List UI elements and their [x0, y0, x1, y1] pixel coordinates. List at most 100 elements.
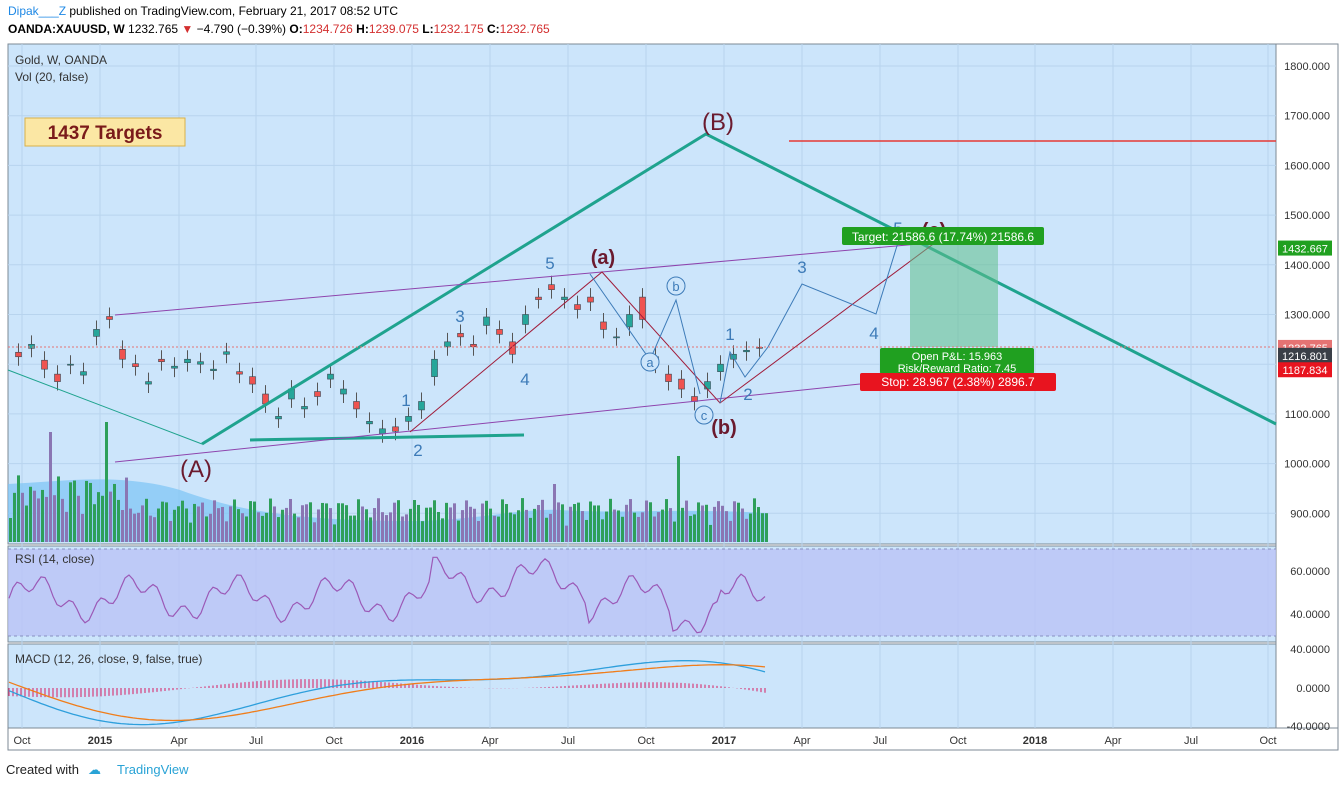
price-badge-text: 1187.834	[1282, 365, 1327, 377]
close-label: C:	[486, 22, 500, 36]
candle-body	[535, 296, 542, 300]
volume-bar	[713, 506, 716, 542]
volume-bar	[405, 514, 408, 542]
volume-bar	[129, 508, 132, 542]
volume-bar	[529, 517, 532, 542]
high-label: H:	[356, 22, 369, 36]
target-text: Target: 21586.6 (17.74%) 21586.6	[852, 230, 1034, 244]
volume-bar	[297, 517, 300, 542]
volume-bar	[557, 502, 560, 542]
open-pl-text: Open P&L: 15.963	[912, 351, 1003, 363]
volume-bar	[749, 513, 752, 542]
volume-bar	[357, 499, 360, 542]
volume-bar	[481, 503, 484, 542]
volume-bar	[537, 505, 540, 542]
volume-bar	[329, 508, 332, 542]
volume-bar	[593, 505, 596, 542]
chart-canvas[interactable]: (A) (B) (a) (b) (c) 5 3 4 1 2 1 2 3 4 5 …	[0, 42, 1344, 752]
wave-B-label: (B)	[702, 109, 734, 136]
volume-bar	[517, 510, 520, 542]
volume-bar	[29, 486, 32, 542]
volume-bar	[49, 432, 52, 542]
volume-bar	[105, 422, 108, 542]
volume-bar	[733, 501, 736, 542]
volume-bar	[445, 502, 448, 542]
impulse-5: 5	[545, 254, 554, 273]
volume-bar	[21, 492, 24, 542]
wave-a-label: (a)	[591, 247, 615, 269]
volume-bar	[265, 512, 268, 542]
volume-bar	[401, 516, 404, 542]
volume-bar	[157, 508, 160, 542]
volume-bar	[709, 524, 712, 542]
profit-zone[interactable]	[910, 244, 998, 347]
circle-a: a	[646, 355, 654, 370]
volume-bar	[725, 511, 728, 542]
candle-body	[730, 353, 737, 360]
created-with-text: Created with	[6, 762, 79, 777]
x-tick-label: Oct	[13, 735, 30, 747]
volume-bar	[489, 508, 492, 542]
volume-bar	[225, 521, 228, 542]
x-tick-label: Apr	[170, 735, 187, 747]
volume-bar	[457, 520, 460, 542]
candle-body	[158, 358, 165, 363]
volume-bar	[569, 506, 572, 542]
volume-bar	[737, 502, 740, 542]
volume-bar	[601, 519, 604, 542]
candle-body	[236, 371, 243, 375]
volume-bar	[193, 503, 196, 542]
volume-bar	[745, 518, 748, 542]
candle-body	[184, 358, 191, 364]
volume-bar	[741, 508, 744, 542]
target-badge[interactable]	[842, 227, 1044, 245]
channel-top	[114, 242, 931, 316]
candle-body	[704, 381, 711, 390]
publish-info: published on TradingView.com, February 2…	[69, 4, 399, 18]
candle-body	[392, 426, 399, 432]
volume-bar	[765, 513, 768, 542]
candle-body	[522, 314, 529, 325]
volume-bar	[429, 507, 432, 542]
cloud-icon: ☁	[88, 762, 101, 777]
stop-badge[interactable]	[860, 373, 1056, 391]
volume-bar	[377, 498, 380, 542]
candle-body	[54, 373, 61, 382]
candle-body	[197, 361, 204, 365]
proj-3: 3	[797, 258, 806, 277]
x-tick-label: Oct	[949, 735, 966, 747]
volume-bar	[757, 507, 760, 542]
volume-bar	[333, 524, 336, 542]
tradingview-link[interactable]: TradingView	[117, 762, 189, 777]
time-axis[interactable]	[7, 727, 1339, 751]
circle-b: b	[672, 279, 679, 294]
volume-bar	[389, 512, 392, 542]
pnl-badge[interactable]	[880, 348, 1034, 374]
volume-bar	[261, 515, 264, 542]
volume-bar	[657, 512, 660, 542]
chart-header: Dipak___Z published on TradingView.com, …	[0, 0, 1344, 42]
author-link[interactable]: Dipak___Z	[8, 4, 67, 18]
candle-body	[314, 391, 321, 397]
low-value: 1232.175	[433, 22, 484, 36]
wave-abc-path	[409, 238, 941, 433]
volume-bar	[577, 502, 580, 542]
y-tick-label: 1600.000	[1284, 160, 1330, 172]
volume-bar	[521, 498, 524, 542]
volume-bar	[549, 513, 552, 542]
volume-bar	[493, 515, 496, 542]
candle-body	[587, 296, 594, 303]
candle-body	[418, 401, 425, 411]
price-axis[interactable]	[1275, 43, 1339, 729]
volume-bar	[501, 499, 504, 542]
volume-bar	[161, 501, 164, 542]
volume-bar	[545, 517, 548, 542]
proj-4: 4	[869, 324, 878, 343]
candles	[15, 275, 763, 443]
volume-bar	[137, 512, 140, 542]
volume-bar	[17, 475, 20, 542]
volume-bar	[473, 508, 476, 542]
volume-bar	[301, 505, 304, 542]
rsi-tick-label: 40.0000	[1290, 609, 1330, 621]
